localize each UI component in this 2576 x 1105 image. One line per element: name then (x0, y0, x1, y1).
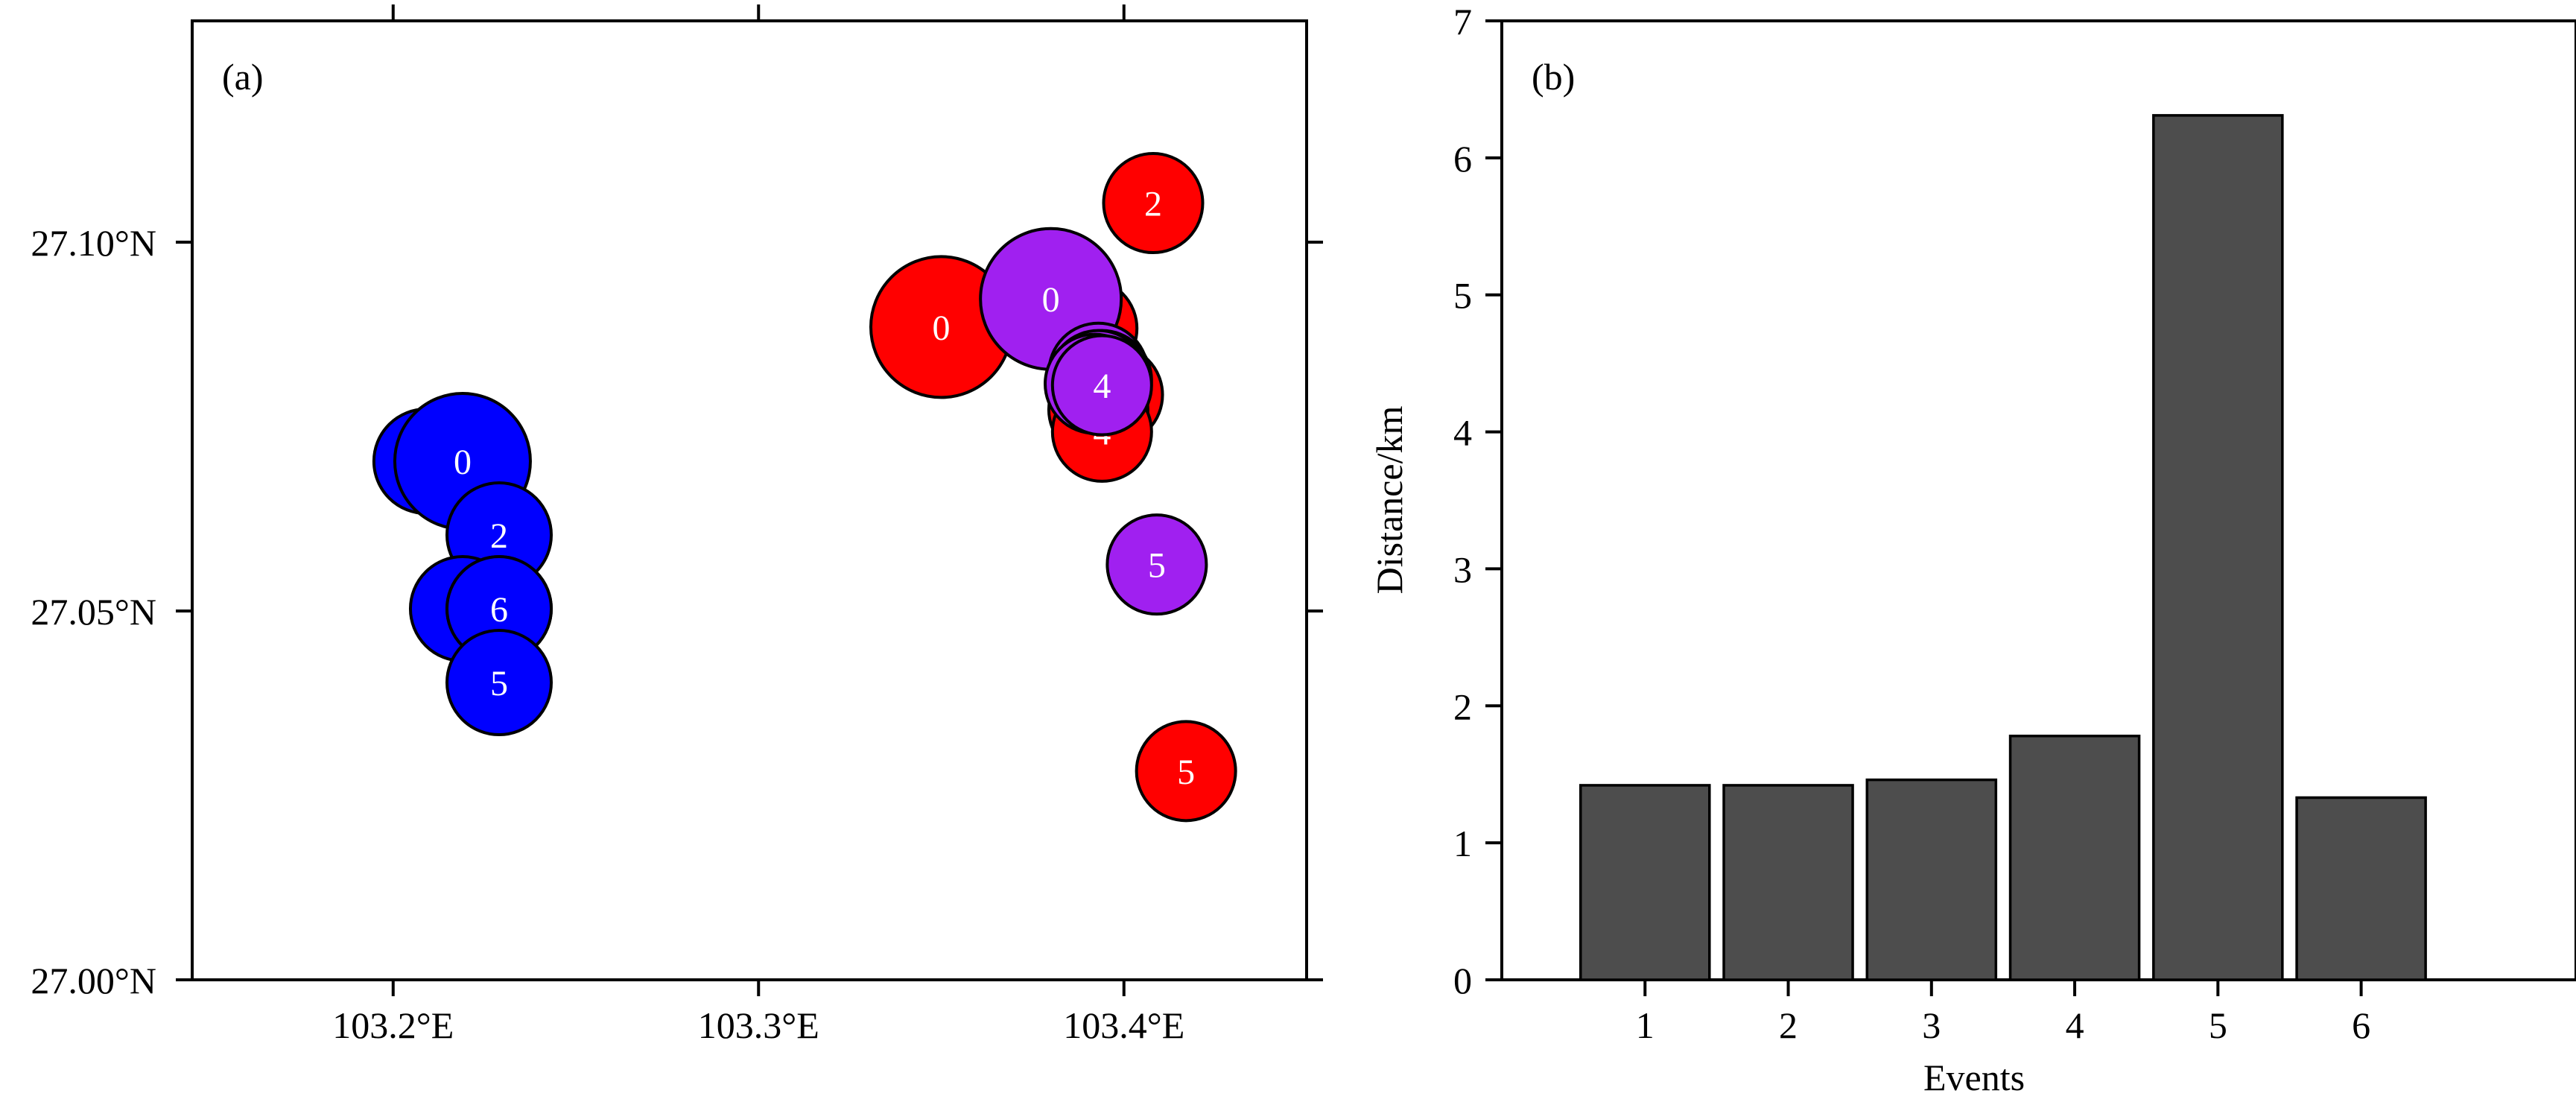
event-marker (1102, 152, 1205, 255)
bar-y-tick-label: 2 (1453, 686, 1472, 727)
bar-event-2 (1722, 784, 1854, 981)
bar-y-tick-label: 3 (1453, 548, 1472, 590)
event-marker-label: 5 (1148, 546, 1166, 586)
bar-panel: (b) 1 2 3 4 5 6 0 1 2 3 4 5 6 7 Distance/km Events (1368, 1, 2576, 1098)
bar-x-tick-label: 4 (2066, 1004, 2084, 1046)
bar-y-tick-label: 1 (1453, 823, 1472, 864)
bar-x-tick-label: 5 (2209, 1004, 2227, 1046)
map-y-ticks: 27.00°N 27.05°N 27.10°N (31, 222, 1323, 1001)
event-marker (445, 629, 553, 737)
event-marker-label: 5 (490, 664, 508, 703)
bar-event-5 (2152, 114, 2284, 981)
event-marker-label: 6 (490, 590, 508, 630)
bar-y-tick-label: 6 (1453, 138, 1472, 180)
map-x-tick-label: 103.4°E (1063, 1004, 1184, 1046)
event-marker-label: 2 (490, 516, 508, 556)
bar-event-6 (2295, 796, 2427, 981)
map-x-ticks: 103.2°E 103.3°E 103.4°E (332, 4, 1184, 1046)
map-frame (191, 19, 1308, 981)
bar-panel-label: (b) (1532, 56, 1575, 98)
event-marker (1050, 334, 1153, 437)
bar-x-ticks: 1 2 3 4 5 6 (1636, 980, 2370, 1046)
bar-marks (1579, 114, 2427, 981)
map-y-tick-label: 27.05°N (31, 591, 156, 633)
bar-y-tick-label: 7 (1453, 1, 1472, 42)
event-marker-label: 0 (1042, 280, 1060, 320)
event-marker-label: 4 (1093, 367, 1111, 406)
bar-event-1 (1579, 784, 1711, 981)
bar-y-ticks: 0 1 2 3 4 5 6 7 (1453, 1, 1502, 1001)
bar-y-axis-title: Distance/km (1368, 406, 1410, 595)
event-marker (1105, 513, 1208, 616)
event-marker-label: 2 (1144, 185, 1162, 224)
bar-x-tick-label: 2 (1779, 1004, 1798, 1046)
event-marker-label: 0 (933, 308, 951, 348)
map-event-markers: 302416502136450213645 (372, 152, 1237, 823)
event-marker-label: 5 (1177, 753, 1195, 792)
bar-y-tick-label: 0 (1453, 960, 1472, 1001)
bar-y-tick-label: 5 (1453, 275, 1472, 317)
map-y-tick-label: 27.00°N (31, 960, 156, 1001)
bar-x-axis-title: Events (1923, 1057, 2025, 1098)
map-x-tick-label: 103.3°E (698, 1004, 819, 1046)
bar-event-3 (1865, 778, 1998, 981)
map-panel: (a) 103.2°E 103.3°E 103.4°E 27.00°N 27.05°N… (31, 4, 1323, 1046)
bar-x-tick-label: 1 (1636, 1004, 1655, 1046)
event-series-purple: 0213645 (979, 227, 1208, 616)
bar-x-tick-label: 3 (1922, 1004, 1941, 1046)
bar-event-4 (2008, 734, 2141, 981)
event-marker (1135, 720, 1237, 823)
event-marker-label: 0 (454, 443, 472, 482)
event-series-blue: 3024165 (372, 392, 553, 737)
bar-x-tick-label: 6 (2352, 1004, 2370, 1046)
map-x-tick-label: 103.2°E (332, 1004, 454, 1046)
bar-y-tick-label: 4 (1453, 412, 1472, 454)
map-y-tick-label: 27.10°N (31, 222, 156, 264)
map-panel-label: (a) (222, 56, 264, 98)
